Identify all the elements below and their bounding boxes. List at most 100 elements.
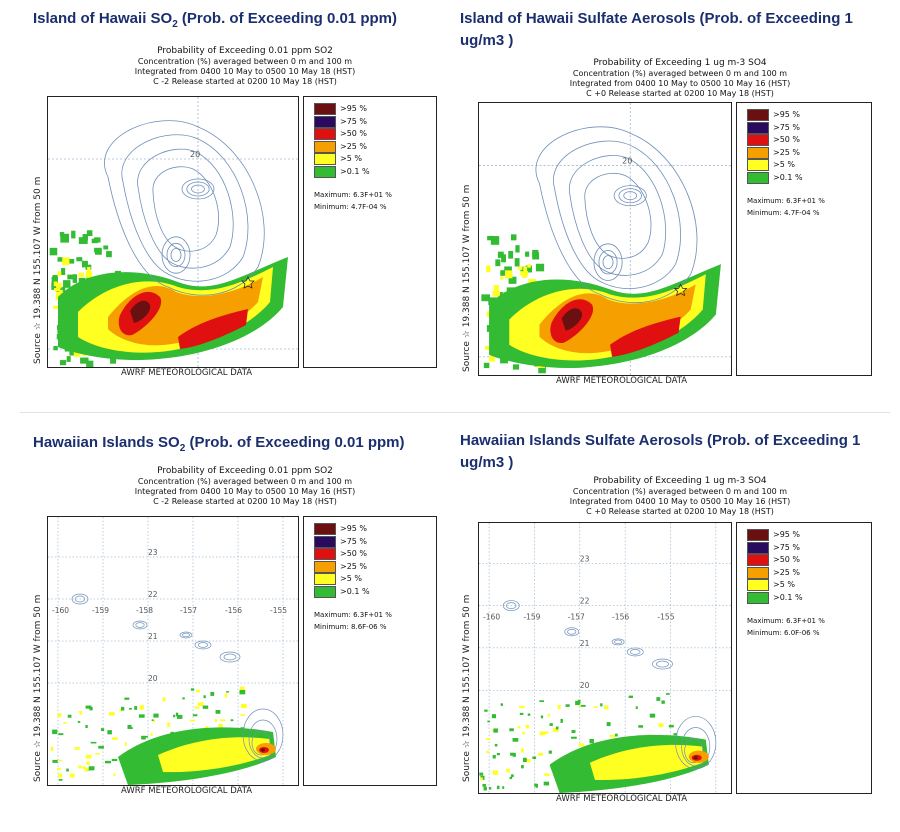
plume-cell (535, 783, 539, 788)
plume-cell (482, 783, 486, 787)
plume-cell (537, 752, 544, 756)
plume-cell (79, 713, 83, 715)
island-contour (506, 602, 517, 609)
legend-label: >25 % (773, 567, 801, 577)
plume-cell (547, 713, 550, 717)
plume-band-95 (130, 300, 151, 323)
longitude-label: -160 (483, 613, 500, 622)
panel-title: Hawaiian Islands Sulfate Aerosols (Prob.… (460, 432, 861, 471)
plume-cell (525, 759, 531, 763)
legend: >95 % >75 % >50 % >25 % >5 % >0.1 % Maximum: … (303, 516, 437, 786)
legend-label: >95 % (340, 524, 368, 533)
legend: >95 % >75 % >50 % >25 % >5 % >0.1 % Maximum: … (303, 96, 437, 368)
legend-swatch (314, 153, 336, 165)
legend-label: >5 % (773, 580, 795, 589)
plume-cell (649, 713, 656, 718)
legend-swatch (747, 171, 769, 184)
plume-cell (593, 706, 598, 709)
plume-cell (86, 230, 93, 237)
legend-entry: >0.1 % (314, 585, 424, 598)
island-contour (251, 730, 271, 756)
legend-entry: >25 % (314, 140, 424, 153)
plume-cell (57, 257, 64, 262)
plume-cell (111, 758, 118, 762)
map-layer: 20 (479, 103, 731, 375)
island-contour (630, 649, 641, 655)
terrain-contour (166, 242, 186, 268)
plume-cell (494, 743, 498, 747)
island-contour (564, 627, 580, 637)
legend-swatch (747, 554, 769, 566)
plume-cell (210, 691, 215, 696)
plume-cell (490, 236, 500, 245)
y-axis-label: Source ☆ 19.388 N 155.107 W from 50 m (33, 594, 43, 782)
plume-cell (56, 286, 66, 292)
plume-cell (106, 251, 112, 258)
plume-cell (635, 706, 638, 709)
island-contour (219, 651, 241, 663)
plume-cell (57, 767, 61, 771)
legend-maximum: Maximum: 6.3F+01 % (747, 617, 825, 625)
island-contour (675, 716, 717, 770)
legend-swatch (747, 159, 769, 171)
plume-cell (62, 257, 70, 266)
legend-minimum: Minimum: 4.7F-04 % (747, 209, 820, 217)
legend-entry: >75 % (747, 121, 857, 134)
island-contour (681, 727, 711, 767)
legend-entry: >25 % (314, 560, 424, 573)
x-axis-label: AWRF METEOROLOGICAL DATA (121, 786, 253, 796)
plume-cell (580, 704, 586, 707)
legend-label: >0.1 % (340, 586, 370, 596)
plume-cell (87, 266, 91, 272)
plume-cell (514, 258, 520, 267)
plume-cell (88, 766, 95, 771)
plume-cell (86, 360, 94, 367)
plume-cell (73, 349, 81, 357)
plume-cell (104, 760, 111, 764)
plume-cell (506, 768, 510, 773)
plume-cell (58, 733, 64, 736)
plume-cell (176, 714, 183, 719)
terrain-contour (186, 181, 210, 197)
plume-cell (497, 251, 504, 258)
plume-cell (522, 757, 527, 762)
plume-map: 23 22 21 20 -160 -159 -157 -156 -155 (479, 523, 731, 793)
plume-cell (525, 251, 530, 257)
plume-cell (66, 768, 69, 772)
plume-band-50 (610, 316, 681, 357)
legend-entry: >95 % (314, 103, 424, 115)
legend-swatch (747, 121, 769, 134)
legend-swatch (747, 146, 769, 159)
plume-cell (522, 731, 525, 735)
plume-cell (508, 276, 517, 284)
plume-cell (543, 731, 549, 734)
plume-cell (527, 264, 531, 268)
plume-cell (84, 768, 90, 770)
plume-cell (173, 714, 176, 718)
plume-cell (151, 719, 154, 721)
map-frame: 23 22 21 20 -160 -159 -158 -157 -156 -155 (47, 516, 299, 786)
plume-cell (80, 357, 89, 364)
terrain-contour (170, 248, 182, 262)
plume-cell (51, 276, 58, 286)
plume-cell (481, 294, 491, 302)
plume-cell (77, 721, 81, 723)
legend-swatch (314, 165, 336, 178)
island-contour (194, 640, 212, 650)
plume-cell (484, 345, 492, 350)
legend-swatch (747, 591, 769, 604)
plume-map: 20 (479, 103, 731, 375)
plume-cell (141, 735, 146, 740)
y-axis-label: Source ☆ 19.388 N 155.107 W from 50 m (33, 176, 43, 364)
plume-cell (59, 360, 67, 366)
plume-band-05 (589, 744, 703, 781)
plume-cell (492, 770, 499, 775)
plume-cell (239, 689, 246, 695)
plume-cell (220, 719, 226, 722)
plume-cell (226, 691, 229, 693)
plume-cell (527, 713, 531, 716)
plume-cell (107, 730, 112, 735)
legend-label: >75 % (340, 536, 368, 546)
longitude-label: -158 (136, 606, 153, 615)
map-layer: 23 22 21 20 -160 -159 -158 -157 -156 -155 (48, 517, 298, 785)
